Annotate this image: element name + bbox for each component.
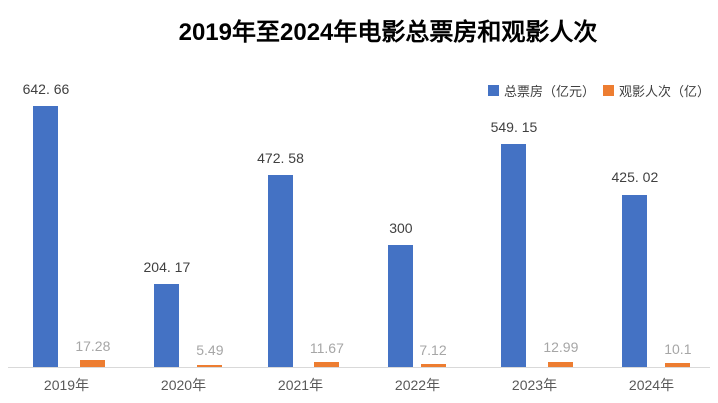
plot-area: 642. 66 17.28 204. 17 5.49 472. 58 11.67 300 7.… <box>8 80 710 368</box>
chart-title: 2019年至2024年电影总票房和观影人次 <box>178 19 598 46</box>
bar-box-office <box>501 144 527 367</box>
bar-group: 549. 15 12.99 <box>476 83 593 367</box>
bar-column: 425. 02 <box>611 169 659 367</box>
value-label: 549. 15 <box>490 118 538 135</box>
bar-box-office <box>388 245 414 367</box>
bar-column: 642. 66 <box>22 80 70 367</box>
bar-attendance <box>314 362 340 367</box>
legend: 总票房（亿元） 观影人次（亿） <box>487 81 710 100</box>
bar-attendance <box>665 362 691 367</box>
bar-group: 472. 58 11.67 <box>242 83 359 367</box>
bar-column: 204. 17 <box>143 258 191 367</box>
bar-column: 10.1 <box>664 340 692 367</box>
value-label: 5.49 <box>196 342 224 359</box>
legend-swatch-icon <box>602 85 614 96</box>
legend-item-box-office: 总票房（亿元） <box>487 81 595 100</box>
legend-swatch-icon <box>487 85 499 96</box>
bar-column: 12.99 <box>543 339 579 367</box>
value-label: 642. 66 <box>22 80 70 97</box>
bar-column: 300 <box>388 219 414 367</box>
category-label: 2023年 <box>511 377 558 393</box>
category-label: 2022年 <box>394 377 441 393</box>
bar-column: 11.67 <box>309 339 344 367</box>
bar-group: 204. 17 5.49 <box>125 83 242 367</box>
value-label: 7.12 <box>419 341 447 358</box>
value-label: 204. 17 <box>143 258 191 275</box>
bar-attendance <box>80 360 106 367</box>
bar-column: 17.28 <box>75 337 111 367</box>
bar-group: 642. 66 17.28 <box>8 80 125 367</box>
value-label: 10.1 <box>664 340 692 357</box>
category-label: 2021年 <box>277 377 324 393</box>
bar-column: 549. 15 <box>490 118 538 367</box>
category-label: 2024年 <box>628 377 675 393</box>
bar-box-office <box>622 194 648 367</box>
value-label: 11.67 <box>309 339 344 356</box>
bar-group: 425. 02 10.1 <box>593 83 710 367</box>
bar-attendance <box>197 364 223 367</box>
category-label: 2020年 <box>160 377 207 393</box>
legend-label: 总票房（亿元） <box>503 84 595 99</box>
bar-attendance <box>548 361 574 367</box>
bar-box-office <box>154 284 180 367</box>
legend-item-attendance: 观影人次（亿） <box>602 81 710 100</box>
bar-attendance <box>420 364 446 367</box>
value-label: 425. 02 <box>611 169 659 186</box>
bar-column: 472. 58 <box>257 149 304 367</box>
x-axis-labels: 2019年 2020年 2021年 2022年 2023年 2024年 <box>8 375 710 395</box>
bar-box-office <box>268 175 293 367</box>
value-label: 17.28 <box>75 337 111 354</box>
value-label: 12.99 <box>543 339 579 356</box>
category-label: 2019年 <box>43 377 90 393</box>
bar-column: 7.12 <box>419 341 447 367</box>
bar-column: 5.49 <box>196 343 223 367</box>
bar-box-office <box>33 106 59 367</box>
legend-label: 观影人次（亿） <box>618 84 710 99</box>
value-label: 300 <box>389 219 413 236</box>
bar-group: 300 7.12 <box>359 83 476 367</box>
value-label: 472. 58 <box>257 149 304 166</box>
